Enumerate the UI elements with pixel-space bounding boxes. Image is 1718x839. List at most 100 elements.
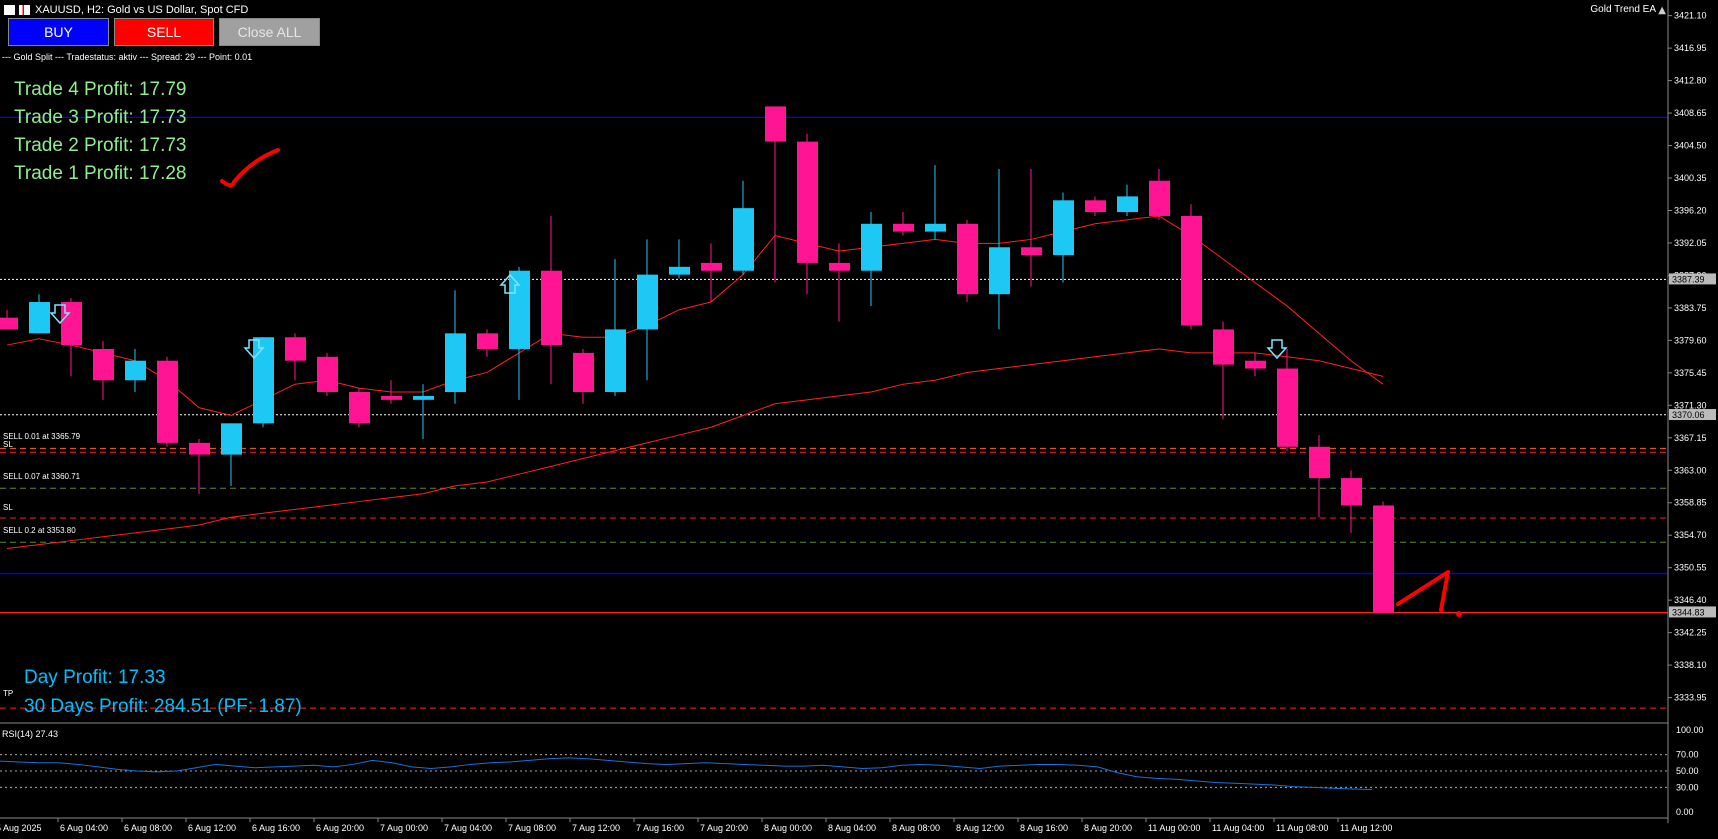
moving-average-fast-line	[6, 215, 1384, 417]
candle-body[interactable]	[797, 141, 818, 263]
time-axis-label: 7 Aug 08:00	[508, 823, 556, 833]
time-axis-label: 11 Aug 08:00	[1276, 823, 1328, 833]
window-title-bar: XAUUSD, H2: Gold vs US Dollar, Spot CFD	[0, 3, 248, 17]
rsi-axis-label: 30.00	[1676, 782, 1699, 792]
candle-body[interactable]	[509, 270, 530, 349]
candle-body[interactable]	[1021, 247, 1042, 256]
trade-profit-4: Trade 4 Profit: 17.79	[14, 79, 187, 100]
price-axis-label: 3408.65	[1674, 108, 1707, 118]
signal-arrow-icon	[49, 304, 71, 325]
window-menu-icon[interactable]	[4, 5, 15, 15]
sell-level-label-3: SELL 0.2 at 3353.80	[3, 526, 76, 535]
candle-body[interactable]	[989, 247, 1010, 295]
close-all-button[interactable]: Close ALL	[219, 18, 320, 46]
time-axis-label: 7 Aug 04:00	[444, 823, 492, 833]
candle-body[interactable]	[1149, 180, 1170, 216]
ea-name-label: Gold Trend EA	[1590, 4, 1656, 15]
candle-body[interactable]	[1373, 505, 1394, 613]
price-tag-label: 3344.83	[1672, 607, 1705, 617]
candle-body[interactable]	[1085, 200, 1106, 213]
buy-button[interactable]: BUY	[8, 18, 109, 46]
price-axis-label: 3404.50	[1674, 141, 1707, 151]
price-axis-label: 3383.75	[1674, 303, 1707, 313]
day-profit: Day Profit: 17.33	[24, 667, 166, 688]
candle-body[interactable]	[413, 395, 434, 400]
sell-button[interactable]: SELL	[114, 18, 214, 46]
checkmark-annotation	[220, 148, 280, 188]
sell-level-label-2: SELL 0.07 at 3360.71	[3, 472, 81, 481]
candle-body[interactable]	[157, 360, 178, 443]
candle-body[interactable]	[829, 262, 850, 271]
candle-body[interactable]	[477, 333, 498, 349]
candle-body[interactable]	[445, 333, 466, 393]
candle-body[interactable]	[1341, 478, 1362, 506]
candle-body[interactable]	[381, 395, 402, 400]
trade-profit-1: Trade 1 Profit: 17.28	[14, 163, 187, 184]
time-axis-label: 8 Aug 08:00	[892, 823, 940, 833]
candle-body[interactable]	[1213, 329, 1234, 365]
candle-body[interactable]	[893, 223, 914, 232]
candle-body[interactable]	[1053, 200, 1074, 256]
price-axis-label: 3392.05	[1674, 238, 1707, 248]
candle-body[interactable]	[1309, 446, 1330, 479]
ea-status-line: --- Gold Split --- Tradestatus: aktiv --…	[2, 52, 253, 62]
rsi-axis-label: 50.00	[1676, 766, 1699, 776]
price-tag-label: 3370.06	[1672, 410, 1705, 420]
time-axis-label: 7 Aug 20:00	[700, 823, 748, 833]
candle-body[interactable]	[701, 262, 722, 271]
candle-body[interactable]	[541, 270, 562, 346]
candle-body[interactable]	[861, 223, 882, 271]
candle-body[interactable]	[1245, 360, 1266, 369]
candle-body[interactable]	[253, 337, 274, 424]
trade-profit-list: Trade 4 Profit: 17.79 Trade 3 Profit: 17…	[14, 78, 187, 190]
price-axis-label: 3379.60	[1674, 335, 1707, 345]
candle-body[interactable]	[765, 106, 786, 142]
price-axis-label: 3421.10	[1674, 11, 1707, 21]
price-axis-label: 3354.70	[1674, 530, 1707, 540]
ea-hat-icon[interactable]: ▲	[1658, 5, 1666, 16]
price-tag-box	[1669, 409, 1716, 421]
candle-body[interactable]	[221, 423, 242, 455]
time-axis-label: 7 Aug 12:00	[572, 823, 620, 833]
price-axis-label: 3375.45	[1674, 368, 1707, 378]
candle-body[interactable]	[637, 274, 658, 330]
time-axis-label: 5 Aug 2025	[0, 823, 42, 833]
time-axis-label: 7 Aug 16:00	[636, 823, 684, 833]
candle-body[interactable]	[125, 360, 146, 381]
signal-arrow-icon	[499, 273, 521, 294]
candle-body[interactable]	[573, 352, 594, 393]
candle-body[interactable]	[733, 208, 754, 271]
candle-body[interactable]	[1277, 368, 1298, 447]
trade-profit-2: Trade 2 Profit: 17.73	[14, 135, 187, 156]
candle-body[interactable]	[61, 302, 82, 346]
candle-body[interactable]	[349, 392, 370, 424]
rsi-label: RSI(14) 27.43	[2, 729, 59, 739]
trade-profit-3: Trade 3 Profit: 17.73	[14, 107, 187, 128]
candle-body[interactable]	[93, 348, 114, 381]
price-tag-box	[1669, 273, 1716, 285]
candle-body[interactable]	[1181, 215, 1202, 326]
time-axis-label: 8 Aug 16:00	[1020, 823, 1068, 833]
price-axis-label: 3338.10	[1674, 660, 1707, 670]
candle-body[interactable]	[957, 223, 978, 295]
candle-body[interactable]	[605, 329, 626, 393]
price-tag-label: 3387.39	[1672, 274, 1705, 284]
candle-body[interactable]	[0, 317, 18, 330]
price-axis-label: 3412.80	[1674, 76, 1707, 86]
candle-body[interactable]	[285, 337, 306, 361]
candle-body[interactable]	[669, 266, 690, 275]
price-axis-label: 3342.25	[1674, 628, 1707, 638]
time-axis-label: 11 Aug 04:00	[1212, 823, 1264, 833]
candle-body[interactable]	[29, 302, 50, 334]
candle-body[interactable]	[1117, 196, 1138, 213]
candle-body[interactable]	[317, 356, 338, 393]
price-axis-label: 3346.40	[1674, 595, 1707, 605]
price-axis-label: 3367.15	[1674, 433, 1707, 443]
time-axis-label: 8 Aug 12:00	[956, 823, 1004, 833]
candle-body[interactable]	[189, 442, 210, 455]
30-days-profit: 30 Days Profit: 284.51 (PF: 1.87)	[24, 696, 302, 717]
candle-body[interactable]	[925, 223, 946, 232]
price-axis-label: 3363.00	[1674, 465, 1707, 475]
price-tag-box	[1669, 606, 1716, 618]
